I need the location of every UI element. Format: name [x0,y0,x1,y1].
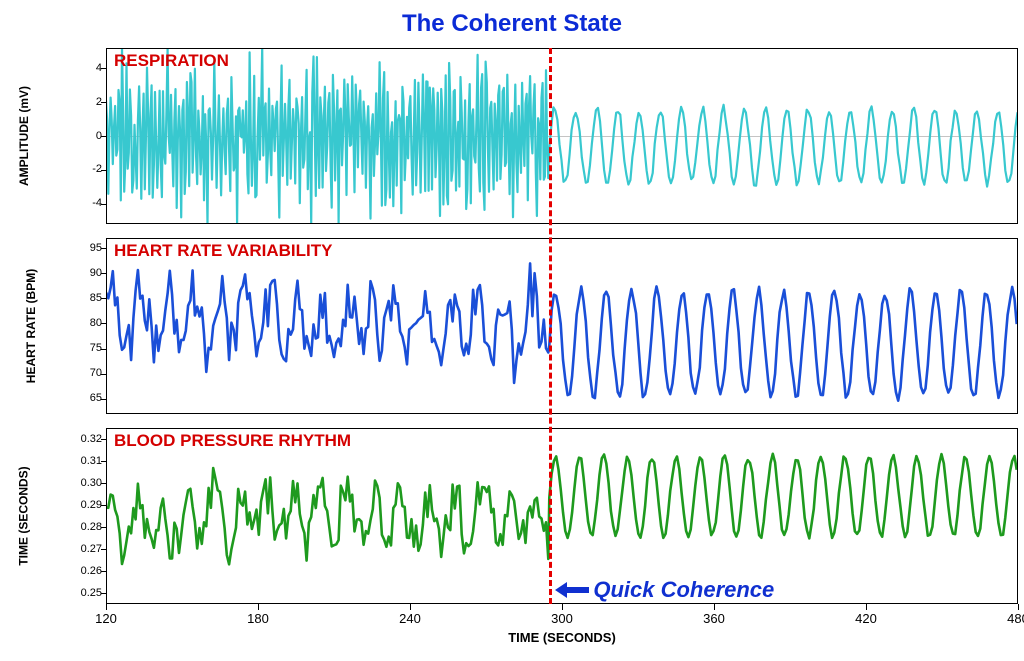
xtick-label: 180 [247,612,269,625]
ytick-label: 75 [64,343,102,354]
xtick-mark [714,604,715,610]
quick-coherence-label: Quick Coherence [593,577,774,603]
ytick-label: 0.28 [64,522,102,533]
ytick-label: 80 [64,318,102,329]
ytick-label: 85 [64,293,102,304]
xtick-label: 360 [703,612,725,625]
series-bp [106,428,1018,604]
ytick-mark [101,298,106,299]
ytick-mark [101,349,106,350]
ytick-mark [101,248,106,249]
ytick-mark [101,505,106,506]
ytick-label: 0.26 [64,566,102,577]
ytick-mark [101,461,106,462]
ytick-mark [101,374,106,375]
panel-hrv: HEART RATE VARIABILITY [106,238,1018,414]
xtick-mark [866,604,867,610]
ytick-label: 4 [64,63,102,74]
ytick-mark [101,323,106,324]
panel-bp: BLOOD PRESSURE RHYTHM [106,428,1018,604]
ytick-mark [101,204,106,205]
series-hrv [106,238,1018,414]
ytick-label: 0 [64,131,102,142]
ytick-label: 95 [64,243,102,254]
ytick-label: -2 [64,164,102,175]
ytick-mark [101,593,106,594]
xtick-mark [106,604,107,610]
x-axis-label: TIME (SECONDS) [106,630,1018,645]
ytick-label: 70 [64,368,102,379]
y-axis-label-bp: TIME (SECONDS) [17,466,31,565]
ytick-mark [101,68,106,69]
ytick-mark [101,273,106,274]
ytick-label: 0.27 [64,544,102,555]
ytick-label: 0.32 [64,434,102,445]
ytick-mark [101,170,106,171]
ytick-label: 0.30 [64,478,102,489]
panel-stack: RESPIRATION-4-2024AMPLITUDE (mV)HEART RA… [14,48,1010,654]
arrow-left-icon [553,579,591,601]
y-axis-label-hrv: HEART RATE (BPM) [24,269,38,383]
y-axis-label-respiration: AMPLITUDE (mV) [17,86,31,186]
coherent-state-figure: The Coherent State RESPIRATION -4 -2 0 2 4 AMP… [0,0,1024,661]
ytick-mark [101,439,106,440]
xtick-mark [1018,604,1019,610]
ytick-label: 90 [64,268,102,279]
ytick-mark [101,571,106,572]
ytick-mark [101,483,106,484]
ytick-mark [101,549,106,550]
figure-title: The Coherent State [14,10,1010,38]
xtick-label: 420 [855,612,877,625]
ytick-label: -4 [64,198,102,209]
xtick-label: 240 [399,612,421,625]
series-respiration [106,48,1018,224]
xtick-label: 480 [1007,612,1024,625]
xtick-mark [258,604,259,610]
ytick-label: 0.31 [64,456,102,467]
ytick-mark [101,527,106,528]
xtick-mark [410,604,411,610]
ytick-mark [101,399,106,400]
panel-respiration: RESPIRATION [106,48,1018,224]
ytick-mark [101,136,106,137]
ytick-label: 0.29 [64,500,102,511]
ytick-label: 65 [64,393,102,404]
xtick-mark [562,604,563,610]
xtick-label: 300 [551,612,573,625]
xtick-label: 120 [95,612,117,625]
ytick-label: 2 [64,97,102,108]
ytick-label: 0.25 [64,588,102,599]
ytick-mark [101,102,106,103]
